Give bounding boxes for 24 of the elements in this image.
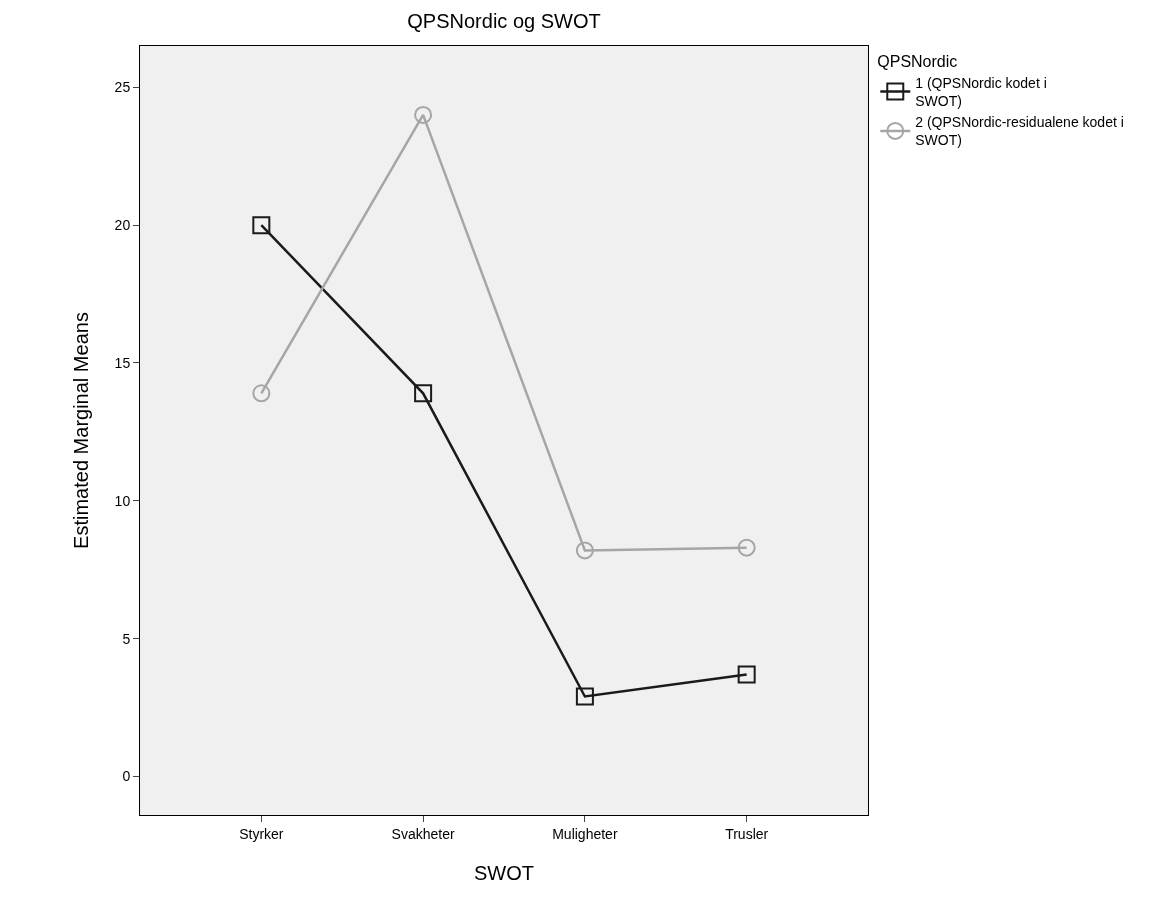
point [252,216,271,235]
point [252,384,271,403]
x-tick-label: Styrker [239,825,284,842]
x-tick-label: Muligheter [552,825,618,842]
legend-title: QPSNordic [877,52,958,70]
y-tick-label: 0 [122,768,131,785]
y-tick-label: 10 [114,492,131,509]
point [737,665,756,684]
y-tick-label: 20 [114,217,131,234]
point [575,541,594,560]
point [575,687,594,706]
point [414,105,433,124]
point [414,384,433,403]
y-tick-label: 15 [114,354,131,371]
x-axis-title: SWOT [474,862,534,885]
x-tick-label: Trusler [725,825,769,842]
legend-label: 2 (QPSNordic-residualene kodet i SWOT) [915,114,1124,149]
point [737,538,756,557]
chart-title: QPSNordic og SWOT [407,9,601,32]
y-tick-label: 5 [122,630,131,647]
y-tick-label: 25 [114,79,131,96]
legend-label: 1 (QPSNordic kodet i SWOT) [915,74,1047,110]
x-tick-label: Svakheter [391,825,455,842]
y-axis-title: Estimated Marginal Means [70,312,93,549]
